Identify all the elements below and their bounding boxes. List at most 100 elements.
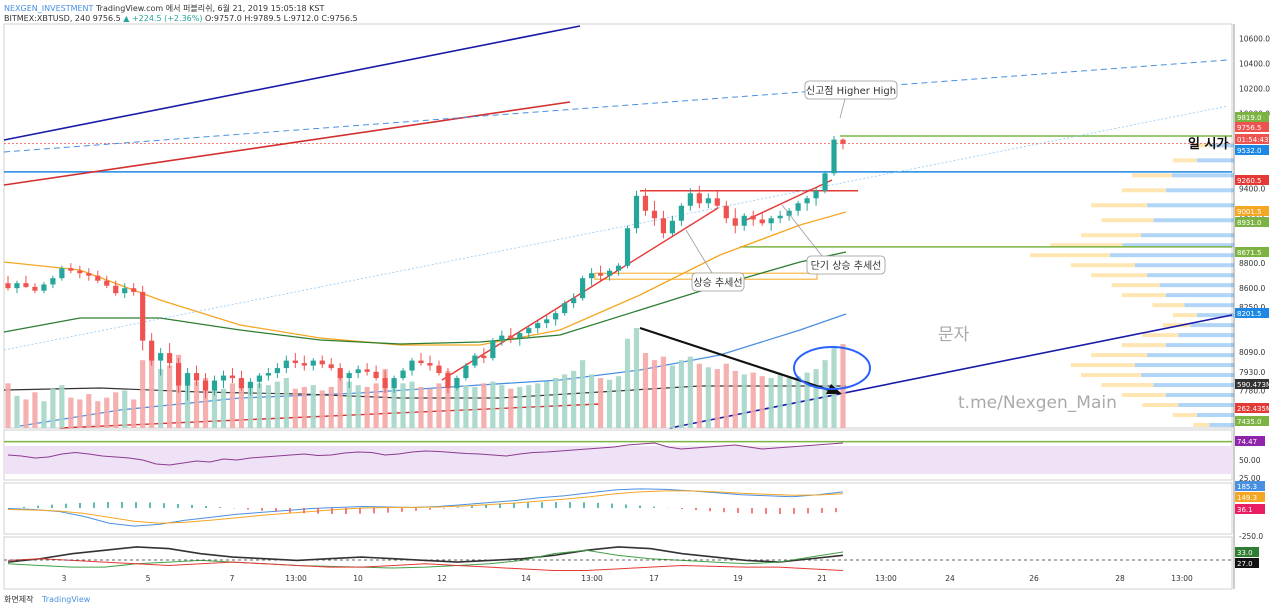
volume-bar: [687, 356, 693, 428]
candle-body: [606, 270, 613, 276]
candle-body: [193, 373, 200, 381]
volume-bar: [454, 378, 460, 428]
ema-orange-line: [3, 211, 847, 346]
volume-bar: [265, 385, 271, 428]
candle-body: [624, 228, 631, 266]
volume-bar: [382, 369, 388, 428]
candle-body: [50, 278, 56, 285]
uptrend-line: [441, 207, 719, 381]
candle-body: [95, 275, 101, 281]
candle-body: [131, 288, 137, 292]
volume-bar: [140, 360, 146, 428]
tradingview-logo[interactable]: TradingView: [42, 595, 91, 604]
candle-body: [220, 375, 227, 381]
candle-body: [247, 381, 254, 389]
dmi-tag: [1235, 547, 1259, 557]
volume-profile-bar: [1196, 413, 1234, 418]
candle-body: [669, 220, 676, 234]
volume-bar: [247, 386, 254, 428]
volume-bar: [633, 328, 640, 428]
candle-body: [526, 328, 532, 334]
price-tag: [1235, 206, 1269, 216]
candle-body: [589, 273, 595, 279]
volume-profile-bar: [1196, 158, 1234, 163]
candle-body: [678, 205, 684, 221]
candle-body: [104, 280, 110, 286]
candle-body: [786, 210, 792, 216]
volume-profile-bar: [1147, 273, 1234, 278]
volume-profile-bar: [1030, 253, 1110, 258]
higher-high-label-box: [804, 80, 898, 100]
volume-profile-bar: [1081, 373, 1141, 378]
candle-body: [508, 335, 514, 339]
symbol-label[interactable]: BITMEX:XBTUSD, 240: [4, 14, 91, 23]
volume-profile-bar: [1121, 293, 1166, 298]
candle-body: [391, 378, 397, 389]
candle-body: [427, 363, 433, 366]
volume-bar: [804, 372, 810, 428]
dmi-tag-label: 27.0: [1237, 560, 1253, 568]
candle-body: [696, 193, 702, 204]
candle-body: [364, 369, 370, 372]
candle-body: [149, 340, 155, 361]
author-name[interactable]: NEXGEN_INVESTMENT: [4, 4, 94, 13]
volume-bar: [256, 383, 262, 428]
volume-bar: [158, 369, 164, 428]
volume-bar: [32, 392, 38, 428]
volume-bar: [606, 379, 613, 428]
macd-tick-label: -250.0: [1239, 532, 1263, 541]
uptrend-pointer: [685, 229, 713, 274]
volume-bar: [571, 370, 577, 428]
candle-body: [463, 365, 469, 379]
rsi-tag-label: 74.47: [1237, 438, 1257, 446]
candle-body: [723, 205, 729, 219]
candle-body: [211, 380, 218, 391]
x-tick-label: 26: [1029, 574, 1039, 583]
volume-bar: [149, 353, 155, 428]
volume-bar: [292, 388, 298, 428]
volume-bar: [319, 390, 325, 428]
x-tick-label: 24: [945, 574, 955, 583]
last-price: 9756.5: [92, 14, 121, 23]
volume-profile-bar: [1110, 253, 1234, 258]
dmi-line-1: [7, 549, 844, 569]
candle-body: [418, 360, 424, 364]
volume-profile-bar: [1101, 383, 1154, 388]
volume-bar: [624, 338, 631, 428]
volume-bar: [723, 363, 729, 428]
price-tag-label: 9819.0: [1237, 114, 1262, 122]
volume-profile-bar: [1178, 403, 1234, 408]
candle-body: [41, 284, 47, 291]
price-tag: [1235, 416, 1269, 426]
x-tick-label: 21: [817, 574, 827, 583]
price-tag-label: 9756.5: [1237, 124, 1262, 132]
candle-body: [355, 369, 361, 374]
volume-bar: [364, 386, 370, 428]
volume-profile-bar: [1142, 333, 1179, 338]
volume-profile-bar: [1153, 218, 1234, 223]
volume-bar: [759, 376, 765, 428]
volume-bar: [481, 383, 487, 428]
candle-body: [615, 265, 622, 271]
price-tag: [1235, 247, 1269, 257]
volume-bar: [400, 383, 406, 428]
x-tick-label: 13:00: [581, 574, 603, 583]
candle-body: [795, 203, 801, 211]
candle-body: [597, 273, 604, 276]
price-tag-label: 590.473M: [1237, 381, 1272, 389]
candle-body: [59, 268, 65, 279]
volume-bar: [68, 397, 74, 428]
volume-bar: [589, 374, 595, 428]
dmi-line-2: [7, 558, 844, 572]
volume-profile-bar: [1050, 243, 1123, 248]
volume-bar: [391, 379, 397, 428]
volume-bar: [346, 381, 352, 428]
volume-bar: [131, 399, 137, 428]
candle-body: [687, 193, 693, 206]
volume-bar: [445, 370, 451, 428]
volume-profile-bar: [1209, 423, 1234, 428]
volume-profile-bar: [1209, 143, 1234, 148]
volume-bar: [274, 381, 280, 428]
volume-bar: [355, 385, 361, 428]
